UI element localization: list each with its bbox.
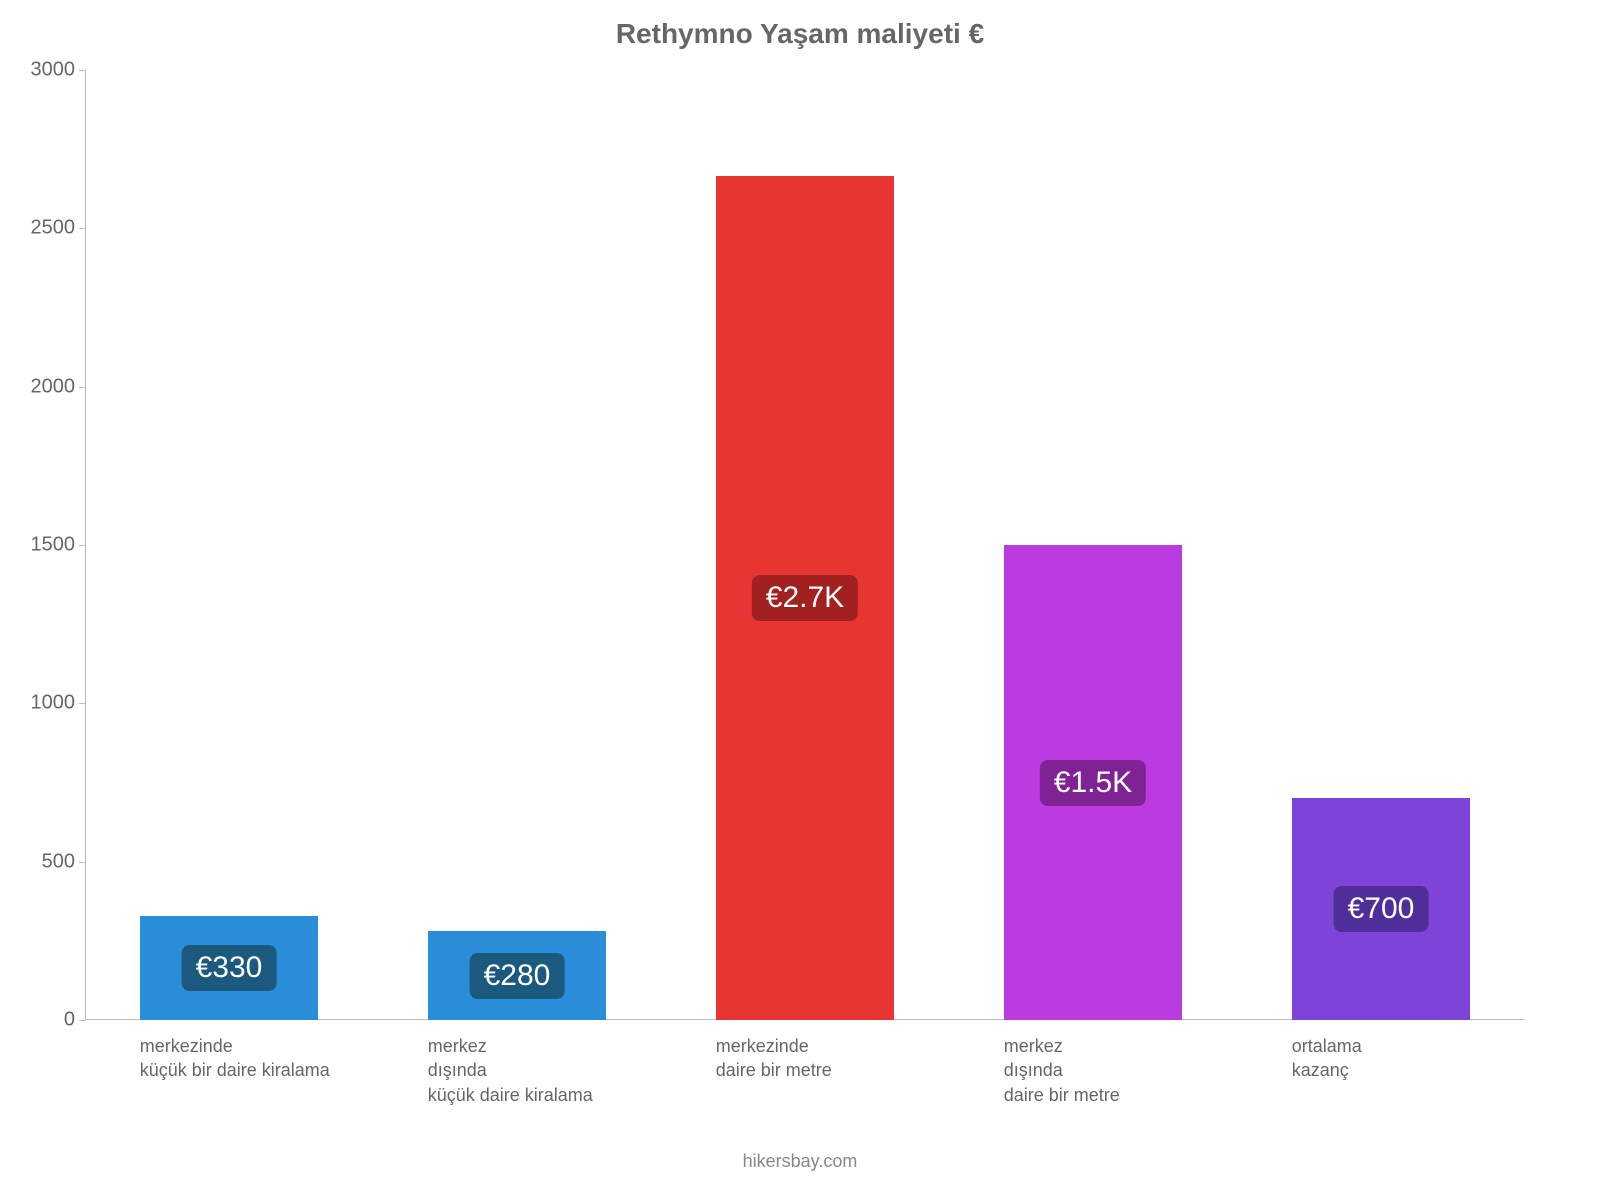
y-axis-line <box>85 70 86 1020</box>
bar-value-badge: €700 <box>1334 886 1429 932</box>
y-tick-label: 2500 <box>31 217 86 240</box>
y-tick-label: 500 <box>42 850 85 873</box>
x-category-label: ortalama kazanç <box>1292 1034 1362 1083</box>
y-tick-label: 0 <box>64 1009 85 1032</box>
y-tick-label: 3000 <box>31 59 86 82</box>
y-tick-label: 1000 <box>31 692 86 715</box>
x-category-label: merkez dışında daire bir metre <box>1004 1034 1120 1107</box>
chart-title: Rethymno Yaşam maliyeti € <box>0 18 1600 50</box>
bar-value-badge: €330 <box>182 945 277 991</box>
x-category-label: merkezinde küçük bir daire kiralama <box>140 1034 330 1083</box>
bar-value-badge: €280 <box>470 953 565 999</box>
bar-value-badge: €1.5K <box>1040 760 1146 806</box>
source-footer: hikersbay.com <box>0 1151 1600 1172</box>
y-tick-label: 2000 <box>31 375 86 398</box>
chart-container: Rethymno Yaşam maliyeti € 05001000150020… <box>0 0 1600 1200</box>
x-category-label: merkezinde daire bir metre <box>716 1034 832 1083</box>
y-tick-label: 1500 <box>31 534 86 557</box>
x-category-label: merkez dışında küçük daire kiralama <box>428 1034 593 1107</box>
plot-area: 050010001500200025003000€330merkezinde k… <box>85 70 1525 1020</box>
bar-value-badge: €2.7K <box>752 575 858 621</box>
